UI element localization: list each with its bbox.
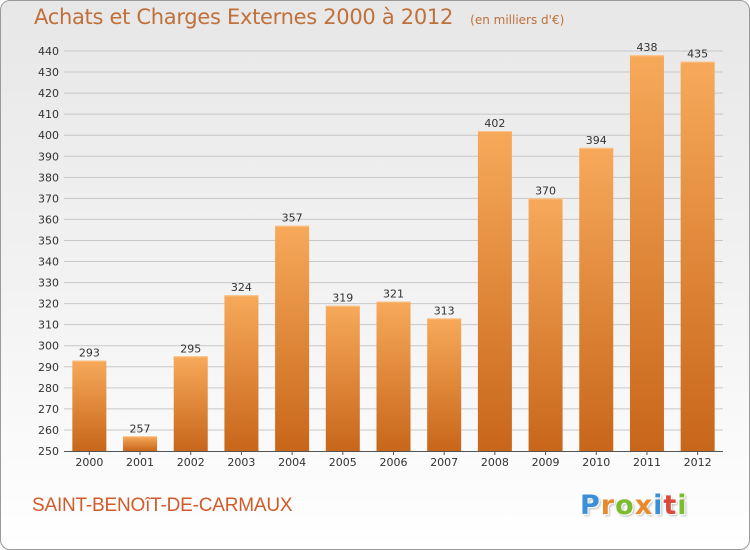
- x-tick-label: 2006: [380, 456, 408, 469]
- commune-name: SAINT-BENOîT-DE-CARMAUX: [32, 495, 293, 516]
- bar: [427, 318, 462, 451]
- bar: [477, 131, 512, 451]
- data-label: 370: [535, 184, 556, 197]
- bar: [680, 61, 715, 452]
- x-tick-label: 2009: [532, 456, 560, 469]
- bar: [123, 436, 158, 451]
- y-tick-label: 360: [38, 213, 59, 226]
- bar: [224, 295, 259, 451]
- proxiti-logo: Proxiti: [580, 490, 688, 521]
- x-axis-tick-labels: 2000 2001 2002 2003 2004 2005 2006 2007 2008 2009…: [75, 451, 712, 469]
- x-tick-label: 2000: [75, 456, 103, 469]
- data-label: 438: [636, 41, 657, 54]
- y-tick-label: 320: [38, 298, 59, 311]
- data-label: 295: [180, 342, 201, 355]
- y-tick-label: 270: [38, 403, 59, 416]
- data-label: 293: [79, 346, 100, 359]
- y-tick-label: 260: [38, 424, 59, 437]
- brand-letter: t: [663, 490, 678, 521]
- y-tick-label: 340: [38, 256, 59, 269]
- data-label: 313: [434, 304, 455, 317]
- x-tick-label: 2004: [278, 456, 306, 469]
- y-tick-label: 400: [38, 129, 59, 142]
- data-labels: 293 257 295 324 357 319 321 313 402 370 394 438 435: [79, 41, 708, 435]
- data-label: 257: [130, 422, 151, 435]
- x-tick-label: 2001: [126, 456, 154, 469]
- y-tick-label: 380: [38, 171, 59, 184]
- x-tick-label: 2011: [633, 456, 661, 469]
- data-label: 394: [586, 134, 607, 147]
- y-tick-label: 250: [38, 445, 59, 458]
- y-tick-label: 300: [38, 340, 59, 353]
- y-tick-label: 350: [38, 234, 59, 247]
- brand-letter: i: [677, 490, 688, 521]
- brand-letter: i: [653, 490, 664, 521]
- bar: [629, 55, 664, 452]
- bar: [528, 198, 563, 451]
- y-tick-label: 420: [38, 87, 59, 100]
- data-label: 435: [687, 48, 708, 61]
- data-label: 357: [282, 212, 303, 225]
- data-label: 319: [332, 292, 353, 305]
- bar: [325, 305, 360, 451]
- x-tick-label: 2007: [430, 456, 458, 469]
- brand-letter: P: [580, 490, 601, 521]
- bar: [72, 360, 107, 451]
- x-tick-label: 2008: [481, 456, 509, 469]
- y-tick-label: 430: [38, 66, 59, 79]
- data-label: 324: [231, 281, 252, 294]
- x-tick-label: 2005: [329, 456, 357, 469]
- x-tick-label: 2003: [227, 456, 255, 469]
- y-tick-label: 410: [38, 108, 59, 121]
- x-tick-label: 2010: [582, 456, 610, 469]
- y-axis-tick-labels: 250 260 270 280 290 300 310 320 330 340 350 360 370 3…: [38, 45, 59, 458]
- brand-letter: x: [634, 490, 654, 521]
- data-label: 321: [383, 288, 404, 301]
- y-tick-label: 390: [38, 150, 59, 163]
- chart-subtitle: (en milliers d'€): [470, 13, 565, 27]
- y-tick-label: 310: [38, 319, 59, 332]
- y-tick-label: 440: [38, 45, 59, 58]
- y-tick-label: 290: [38, 361, 59, 374]
- brand-letter: r: [600, 490, 616, 521]
- bar: [579, 147, 614, 451]
- chart-title: Achats et Charges Externes 2000 à 2012: [34, 5, 454, 29]
- bars: [72, 55, 715, 452]
- y-tick-label: 280: [38, 382, 59, 395]
- title-row: Achats et Charges Externes 2000 à 2012 (…: [34, 5, 564, 29]
- x-tick-label: 2012: [684, 456, 712, 469]
- bar: [275, 225, 310, 451]
- brand-letter: o: [615, 490, 635, 521]
- y-tick-label: 330: [38, 277, 59, 290]
- data-label: 402: [484, 117, 505, 130]
- bar: [173, 356, 208, 451]
- bar: [376, 301, 411, 451]
- y-tick-label: 370: [38, 192, 59, 205]
- x-tick-label: 2002: [177, 456, 205, 469]
